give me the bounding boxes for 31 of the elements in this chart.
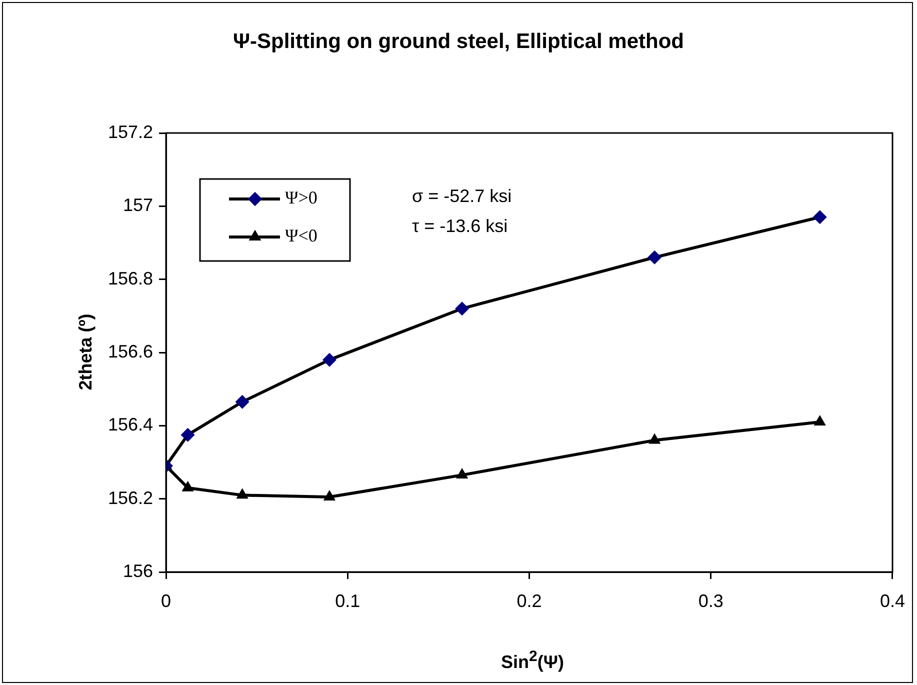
y-tick-label: 156.6 <box>108 341 153 362</box>
point <box>182 480 194 492</box>
point <box>455 302 470 316</box>
point <box>180 428 195 442</box>
x-tick-label: 0.3 <box>698 590 724 611</box>
y-tick-label: 157 <box>122 195 153 216</box>
x-axis-title: Sin$^{2}$(Ψ) <box>500 648 565 673</box>
point <box>812 210 827 224</box>
point <box>648 250 662 264</box>
chart-title: Ψ-Splitting on ground steel, Elliptical method <box>232 30 685 54</box>
point <box>322 352 336 367</box>
x-tick-label: 0 <box>160 590 172 611</box>
point <box>814 415 826 426</box>
point <box>323 490 336 501</box>
legend-label: Ψ<0 <box>285 226 318 246</box>
point <box>235 394 250 409</box>
x-tick-label: 0.2 <box>516 590 542 611</box>
annotation: τ = -13.6 ksi <box>412 216 508 236</box>
point <box>456 468 468 479</box>
y-tick-label: 157.2 <box>108 122 153 142</box>
legend-label: Ψ>0 <box>285 188 318 208</box>
point <box>236 488 248 499</box>
y-tick-label: 156.8 <box>108 268 153 288</box>
y-tick-label: 156 <box>122 560 153 581</box>
point <box>648 433 661 444</box>
y-axis-title: 2theta (º) <box>76 314 96 390</box>
y-tick-label: 156.2 <box>108 488 153 508</box>
y-tick-label: 156.4 <box>108 414 153 435</box>
x-tick-label: 0.1 <box>335 590 360 611</box>
x-tick-label: 0.4 <box>880 590 906 611</box>
annotation: σ = -52.7 ksi <box>412 186 512 206</box>
